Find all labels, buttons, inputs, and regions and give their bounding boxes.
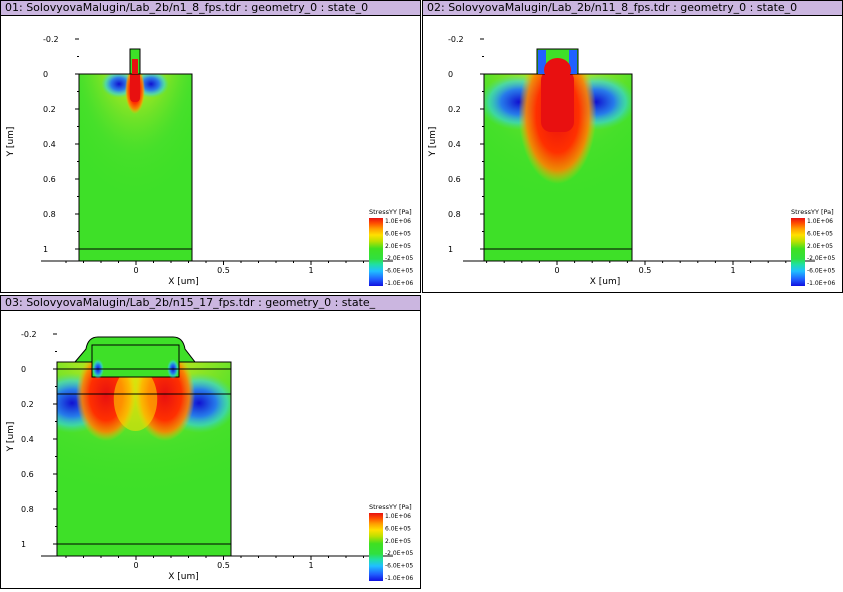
y-tick-label: 0.8 [43,210,56,219]
legend-label: -1.0E+06 [385,575,413,582]
y-tick-label: 0.6 [448,175,461,184]
legend-label: 6.0E+05 [385,230,411,237]
y-tick-label: 0.6 [21,470,34,479]
y-tick-label: 0.2 [21,400,34,409]
legend-label: 1.0E+06 [385,513,411,520]
y-tick-label: 1 [448,245,453,254]
stress-plot-2[interactable]: -0.2 0 0.2 0.4 0.6 0.8 1 0 0.5 1 X [um] Y [um] Stres… [423,16,842,296]
legend-label: 1.0E+06 [385,218,411,225]
legend-title: StressYY [Pa] [369,503,412,511]
legend-colorbar [369,513,383,581]
gate-region [91,344,180,378]
y-tick-label: 0.4 [43,140,56,149]
stress-field [79,74,192,244]
y-tick-label: 0.4 [448,140,461,149]
y-tick-label: 0.8 [448,210,461,219]
y-tick-label: 0 [43,70,48,79]
legend-label: 2.0E+05 [385,538,411,545]
y-tick-label: 0.4 [21,435,34,444]
x-tick-label: 0 [554,266,559,275]
legend-label: -6.0E+05 [385,268,413,275]
legend-label: -1.0E+06 [385,280,413,287]
plot-panel-2[interactable]: 02: SolovyovaMalugin/Lab_2b/n11_8_fps.td… [422,0,843,293]
legend-label: -2.0E+05 [385,550,413,557]
y-tick-label: -0.2 [21,330,37,339]
panel-title-2[interactable]: 02: SolovyovaMalugin/Lab_2b/n11_8_fps.td… [423,1,842,16]
panel-title-1[interactable]: 01: SolovyovaMalugin/Lab_2b/n1_8_fps.tdr… [1,1,420,16]
x-tick-label: 0 [133,266,138,275]
y-tick-label: 1 [43,245,48,254]
legend-label: -1.0E+06 [807,280,835,287]
legend-title: StressYY [Pa] [369,208,412,216]
legend-colorbar [791,218,805,286]
y-tick-label: 0.2 [448,105,461,114]
panel-title-3[interactable]: 03: SolovyovaMalugin/Lab_2b/n15_17_fps.t… [1,296,420,311]
x-tick-label: 0.5 [639,266,652,275]
legend-label: -2.0E+05 [385,255,413,262]
legend-colorbar [369,218,383,286]
legend-label: 2.0E+05 [385,243,411,250]
x-axis-label: X [um] [168,277,199,287]
x-tick-label: 1 [308,561,313,570]
y-axis-label: Y [um] [428,127,438,158]
x-tick-label: 0.5 [217,266,230,275]
legend-label: 1.0E+06 [807,218,833,225]
y-tick-label: 0 [448,70,453,79]
stress-svg-3[interactable]: -0.2 0 0.2 0.4 0.6 0.8 1 0 0.5 1 X [um] Y [um] Stres… [1,311,420,588]
y-tick-label: 0.2 [43,105,56,114]
legend-label: 6.0E+05 [385,525,411,532]
x-tick-label: 0.5 [217,561,230,570]
x-tick-label: 0 [133,561,138,570]
y-tick-label: 1 [21,540,26,549]
y-tick-label: 0 [21,365,26,374]
stress-plot-1[interactable]: -0.2 0 0.2 0.4 0.6 0.8 1 0 0.5 1 X [um] Y [um] Stres… [1,16,420,296]
legend-label: -6.0E+05 [807,268,835,275]
plot-panel-3[interactable]: 03: SolovyovaMalugin/Lab_2b/n15_17_fps.t… [0,295,421,589]
x-tick-label: 1 [730,266,735,275]
y-tick-label: -0.2 [448,35,464,44]
x-axis-label: X [um] [590,277,621,287]
legend-label: -6.0E+05 [385,563,413,570]
y-tick-label: 0.6 [43,175,56,184]
legend-title: StressYY [Pa] [791,208,834,216]
x-axis-label: X [um] [168,572,199,582]
stress-plot-3[interactable]: -0.2 0 0.2 0.4 0.6 0.8 1 0 0.5 1 X [um] Y [um] Stres… [1,311,420,592]
stress-field [57,362,231,539]
legend-label: 2.0E+05 [807,243,833,250]
stress-svg-2[interactable]: -0.2 0 0.2 0.4 0.6 0.8 1 0 0.5 1 X [um] Y [um] Stres… [423,16,842,292]
stress-field [484,74,632,244]
y-axis-label: Y [um] [6,127,16,158]
legend-label: 6.0E+05 [807,230,833,237]
y-axis-label: Y [um] [6,422,16,453]
x-tick-label: 1 [308,266,313,275]
stress-svg-1[interactable]: -0.2 0 0.2 0.4 0.6 0.8 1 0 0.5 1 X [um] Y [um] Stres… [1,16,420,292]
legend-label: -2.0E+05 [807,255,835,262]
y-tick-label: 0.8 [21,505,34,514]
y-tick-label: -0.2 [43,35,59,44]
plot-panel-1[interactable]: 01: SolovyovaMalugin/Lab_2b/n1_8_fps.tdr… [0,0,421,293]
